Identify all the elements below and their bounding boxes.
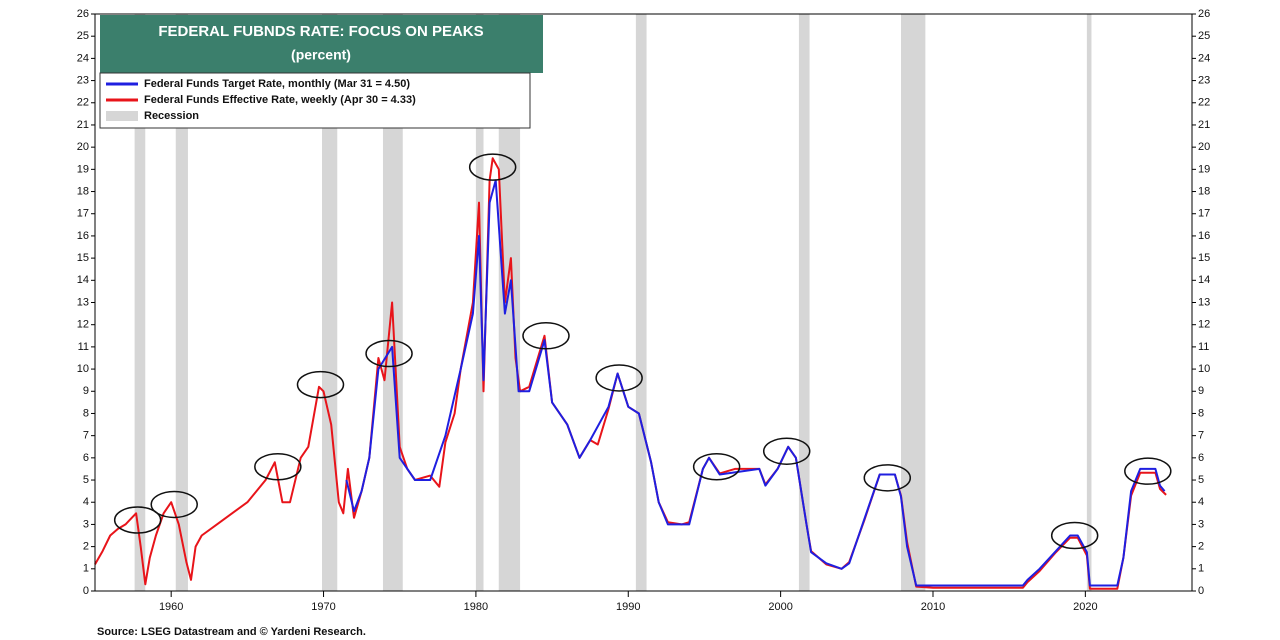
y-tick-label: 14 <box>77 274 89 286</box>
source-note: Source: LSEG Datastream and © Yardeni Re… <box>97 626 366 638</box>
peak-marker <box>522 322 570 350</box>
peak-marker <box>762 437 811 465</box>
peak-marker <box>254 452 302 481</box>
chart-title: FEDERAL FUBNDS RATE: FOCUS ON PEAKS <box>158 23 483 40</box>
recession-band <box>175 14 188 591</box>
y-tick-label: 5 <box>83 474 89 486</box>
x-tick-label: 2020 <box>1073 601 1097 613</box>
y2-tick-label: 25 <box>1198 30 1210 42</box>
title-box <box>100 15 543 73</box>
y-tick-label: 12 <box>77 319 89 331</box>
peak-marker <box>595 364 643 392</box>
y-tick-label: 0 <box>83 585 89 597</box>
y2-tick-label: 21 <box>1198 119 1210 131</box>
y2-tick-label: 2 <box>1198 541 1204 553</box>
series-line <box>345 179 1166 587</box>
x-tick-label: 2010 <box>921 601 945 613</box>
y2-tick-label: 7 <box>1198 430 1204 442</box>
y-tick-label: 22 <box>77 97 89 109</box>
y-tick-label: 4 <box>83 496 89 508</box>
peak-marker <box>150 490 198 519</box>
recession-band <box>798 14 810 591</box>
y-tick-label: 21 <box>77 119 89 131</box>
y2-tick-label: 1 <box>1198 563 1204 575</box>
x-tick-label: 1970 <box>311 601 335 613</box>
y-tick-label: 7 <box>83 430 89 442</box>
peak-marker <box>863 464 912 492</box>
y-tick-label: 18 <box>77 185 89 197</box>
y2-tick-label: 5 <box>1198 474 1204 486</box>
y2-tick-label: 13 <box>1198 296 1210 308</box>
peak-marker <box>468 153 517 181</box>
y2-tick-label: 8 <box>1198 407 1204 419</box>
y2-tick-label: 0 <box>1198 585 1204 597</box>
y2-tick-label: 22 <box>1198 97 1210 109</box>
legend-box <box>99 72 531 129</box>
y-tick-label: 25 <box>77 30 89 42</box>
peak-marker <box>365 339 413 368</box>
peak-marker <box>113 506 162 534</box>
legend-label: Federal Funds Effective Rate, weekly (Ap… <box>144 94 416 106</box>
y2-tick-label: 20 <box>1198 141 1210 153</box>
y2-tick-label: 19 <box>1198 163 1210 175</box>
y-tick-label: 1 <box>83 563 89 575</box>
x-tick-label: 2000 <box>768 601 792 613</box>
y2-tick-label: 9 <box>1198 385 1204 397</box>
y-tick-label: 16 <box>77 230 89 242</box>
y2-tick-label: 4 <box>1198 496 1204 508</box>
y-tick-label: 19 <box>77 163 89 175</box>
recession-band <box>1086 14 1092 591</box>
y2-tick-label: 6 <box>1198 452 1204 464</box>
y2-tick-label: 17 <box>1198 208 1210 220</box>
legend-label: Recession <box>144 110 199 122</box>
x-tick-label: 1960 <box>159 601 183 613</box>
recession-band <box>900 14 926 591</box>
x-tick-label: 1990 <box>616 601 640 613</box>
y2-tick-label: 26 <box>1198 8 1210 20</box>
y-tick-label: 13 <box>77 296 89 308</box>
peak-marker <box>296 370 345 399</box>
y-tick-label: 23 <box>77 74 89 86</box>
recession-band <box>475 14 484 591</box>
y-tick-label: 26 <box>77 8 89 20</box>
recession-band <box>498 14 521 591</box>
y-tick-label: 20 <box>77 141 89 153</box>
y2-tick-label: 3 <box>1198 518 1204 530</box>
y-tick-label: 10 <box>77 363 89 375</box>
x-tick-label: 1980 <box>464 601 488 613</box>
legend-swatch <box>106 111 138 121</box>
y2-tick-label: 23 <box>1198 74 1210 86</box>
recession-band <box>134 14 146 591</box>
y-tick-label: 24 <box>77 52 89 64</box>
chart-subtitle: (percent) <box>291 47 351 63</box>
y-tick-label: 17 <box>77 208 89 220</box>
y-tick-label: 9 <box>83 385 89 397</box>
y-tick-label: 2 <box>83 541 89 553</box>
peak-marker <box>692 452 741 481</box>
y2-tick-label: 24 <box>1198 52 1210 64</box>
y-tick-label: 6 <box>83 452 89 464</box>
peak-marker <box>1050 521 1099 550</box>
y2-tick-label: 14 <box>1198 274 1210 286</box>
y2-tick-label: 16 <box>1198 230 1210 242</box>
y2-tick-label: 12 <box>1198 319 1210 331</box>
peak-marker <box>1124 457 1172 485</box>
y-tick-label: 3 <box>83 518 89 530</box>
recession-band <box>635 14 647 591</box>
plot-frame <box>94 13 1193 592</box>
y-tick-label: 11 <box>78 341 89 353</box>
y2-tick-label: 11 <box>1198 341 1209 353</box>
y-tick-label: 15 <box>77 252 89 264</box>
legend-label: Federal Funds Target Rate, monthly (Mar … <box>144 78 410 90</box>
y2-tick-label: 15 <box>1198 252 1210 264</box>
y2-tick-label: 18 <box>1198 185 1210 197</box>
y2-tick-label: 10 <box>1198 363 1210 375</box>
y-tick-label: 8 <box>83 407 89 419</box>
